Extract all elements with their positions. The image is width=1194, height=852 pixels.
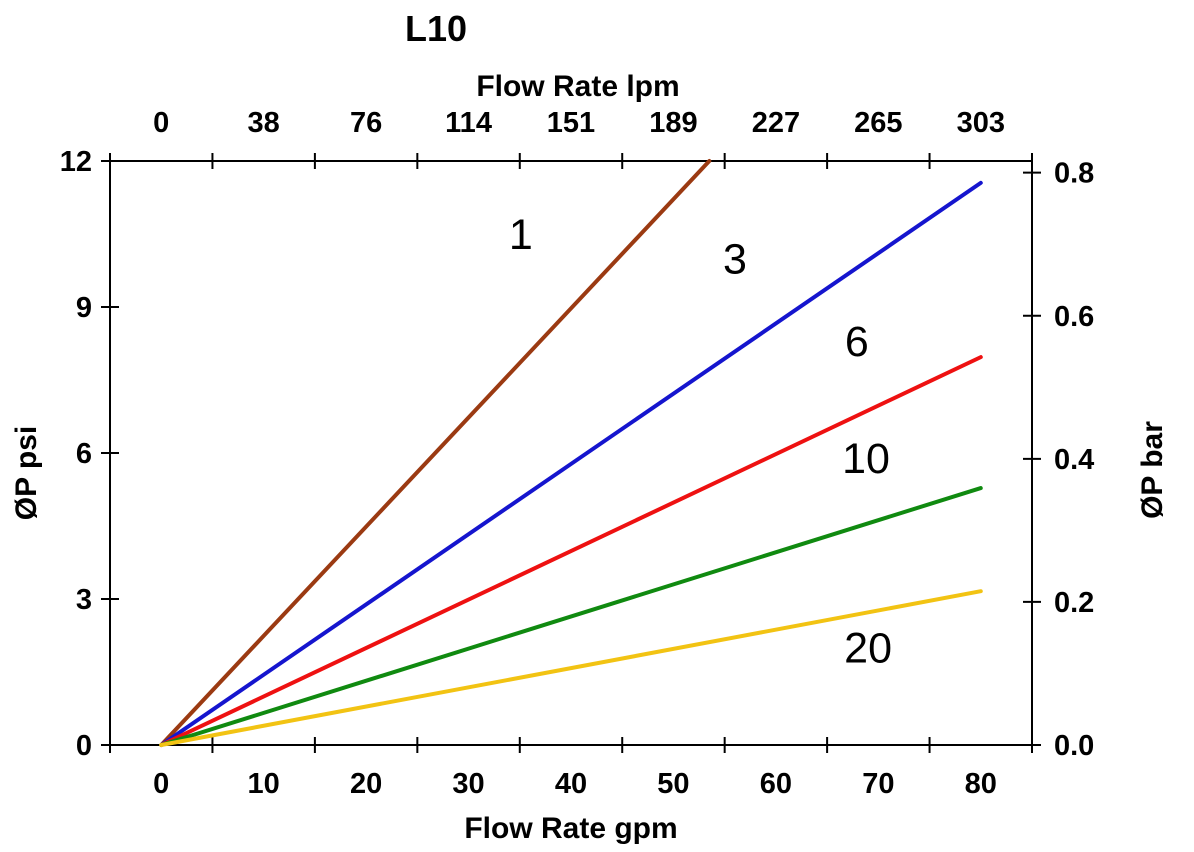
bottom-tick-label: 0 [153, 768, 169, 800]
series-line-10 [159, 486, 983, 747]
series-line-1 [159, 159, 712, 747]
bottom-tick-label: 50 [657, 768, 689, 800]
right-tick-label: 0.6 [1054, 301, 1094, 333]
left-tick-label: 0 [76, 730, 92, 762]
top-tick-label: 114 [445, 107, 492, 139]
top-tick-label: 151 [547, 107, 595, 139]
series-label-3: 3 [723, 235, 747, 283]
bottom-tick-label: 10 [248, 768, 280, 800]
bottom-tick-label: 80 [965, 768, 997, 800]
bottom-tick-label: 70 [862, 768, 894, 800]
y-left-axis: 0 3 6 9 12 [60, 146, 119, 762]
left-tick-label: 12 [60, 146, 92, 178]
top-tick-label: 265 [854, 107, 902, 139]
left-tick-label: 9 [76, 292, 92, 324]
x-axis-tick-labels: 0 10 20 30 40 50 60 70 80 0 38 76 114 151 189 227 265 303 [153, 107, 1005, 800]
right-tick-label: 0.8 [1054, 158, 1094, 190]
series-lines: 1 3 6 10 20 [159, 159, 983, 747]
y-right-axis: 0.0 0.2 0.4 0.6 0.8 [1023, 158, 1094, 762]
left-tick-label: 3 [76, 584, 92, 616]
bottom-axis-title: Flow Rate gpm [464, 812, 678, 845]
top-axis-title: Flow Rate lpm [476, 70, 680, 103]
series-line-3 [159, 180, 983, 747]
bottom-tick-label: 60 [760, 768, 792, 800]
bottom-tick-label: 40 [555, 768, 587, 800]
series-label-6: 6 [845, 318, 869, 366]
right-tick-label: 0.4 [1054, 444, 1094, 476]
right-tick-label: 0.2 [1054, 587, 1094, 619]
top-tick-label: 38 [248, 107, 280, 139]
series-label-10: 10 [842, 435, 890, 483]
series-label-20: 20 [844, 625, 892, 673]
bottom-tick-label: 20 [350, 768, 382, 800]
top-tick-label: 227 [752, 107, 800, 139]
top-tick-label: 76 [350, 107, 382, 139]
left-tick-label: 6 [76, 438, 92, 470]
top-tick-label: 189 [649, 107, 697, 139]
series-line-6 [159, 355, 983, 747]
right-tick-label: 0.0 [1054, 730, 1094, 762]
plot-frame [109, 160, 1033, 746]
series-label-1: 1 [509, 211, 533, 259]
top-tick-label: 303 [957, 107, 1005, 139]
top-tick-label: 0 [153, 107, 169, 139]
series-line-20 [159, 589, 983, 747]
chart-title: L10 [404, 8, 468, 49]
bottom-tick-label: 30 [452, 768, 484, 800]
